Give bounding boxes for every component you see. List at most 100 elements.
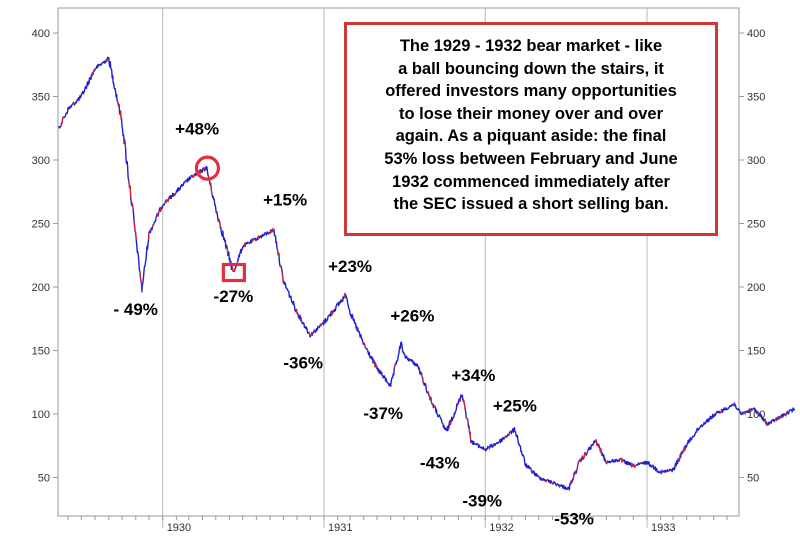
price-line-highlight: [421, 373, 424, 383]
price-line-highlight: [618, 457, 621, 463]
price-line-highlight: [256, 235, 260, 240]
y-tick-label: 400: [32, 28, 50, 40]
percent-change-label: -39%: [462, 492, 502, 511]
percent-change-label: +34%: [451, 366, 495, 385]
price-line-highlight: [571, 475, 575, 483]
price-line-highlight: [667, 469, 670, 473]
x-tick-label: 1931: [328, 522, 352, 534]
y-tick-label: 250: [32, 219, 50, 231]
price-line-highlight: [251, 237, 254, 242]
price-line-highlight: [632, 463, 636, 469]
markers: [194, 155, 246, 283]
price-line-highlight: [124, 139, 127, 149]
price-line-highlight: [639, 462, 642, 465]
price-line-highlight: [504, 435, 507, 439]
price-line-highlight: [271, 226, 275, 232]
price-line-highlight: [458, 398, 461, 402]
price-line-highlight: [117, 101, 120, 108]
price-line-highlight: [751, 407, 754, 410]
note-line: the SEC issued a short selling ban.: [393, 195, 669, 214]
price-line-highlight: [530, 468, 533, 473]
x-tick-label: 1933: [651, 522, 675, 534]
price-line-highlight: [336, 302, 339, 305]
price-line-highlight: [139, 271, 143, 292]
y-tick-label: 150: [32, 346, 50, 358]
price-line-highlight: [456, 401, 459, 408]
price-line-highlight: [375, 365, 378, 369]
price-line-highlight: [630, 462, 633, 467]
price-line-highlight: [269, 229, 273, 235]
percent-change-label: -36%: [283, 353, 323, 372]
price-line-highlight: [203, 167, 206, 173]
price-line-highlight: [60, 116, 64, 127]
y-tick-label: 250: [747, 219, 765, 231]
price-line-highlight: [742, 412, 745, 415]
price-line-highlight: [310, 332, 313, 336]
y-tick-label: 50: [38, 473, 50, 485]
price-line-highlight: [441, 422, 444, 425]
price-line-highlight: [276, 249, 280, 256]
price-line-highlight: [581, 455, 584, 460]
note-line: 53% loss between February and June: [384, 149, 678, 168]
price-line-highlight: [164, 199, 168, 203]
price-line-highlight: [488, 446, 491, 451]
note-line: again. As a piquant aside: the final: [395, 127, 667, 146]
annotations: +48% - 49% -27% +15% +23% -36% +26% -37% +34% +25…: [114, 120, 594, 529]
price-line-highlight: [131, 203, 134, 211]
price-line-highlight: [91, 69, 95, 77]
trough-square-marker: [221, 262, 246, 283]
price-line-highlight: [393, 362, 397, 369]
price-line-highlight: [433, 404, 436, 408]
price-line-highlight: [233, 268, 236, 272]
price-line-highlight: [427, 391, 431, 399]
y-tick-label: 300: [747, 155, 765, 167]
x-tick-label: 1930: [167, 522, 191, 534]
price-line-highlight: [678, 454, 681, 463]
price-line-highlight: [319, 322, 323, 327]
price-line-highlight: [509, 430, 511, 434]
price-line-highlight: [217, 217, 221, 228]
price-line-highlight: [786, 411, 789, 415]
note-line: to lose their money over and over: [398, 104, 664, 123]
y-tick-label: 50: [747, 473, 759, 485]
price-line-highlight: [583, 451, 586, 458]
price-line-highlight: [343, 293, 347, 298]
price-line-highlight: [279, 264, 282, 268]
price-line-highlight: [105, 58, 108, 62]
price-line-highlight: [468, 426, 472, 441]
x-axis: 1930 1931 1932 1933: [67, 516, 728, 534]
price-line-highlight: [448, 418, 452, 425]
price-line-highlight: [462, 399, 466, 410]
price-line-highlight: [595, 439, 598, 445]
y-tick-label: 150: [747, 346, 765, 358]
price-line-highlight: [719, 409, 723, 414]
price-line-highlight: [766, 421, 769, 426]
price-line-highlight: [119, 110, 122, 121]
price-line-highlight: [776, 416, 779, 421]
y-tick-label: 400: [747, 28, 765, 40]
price-line-highlight: [308, 331, 311, 337]
price-line-highlight: [363, 342, 367, 349]
price-line-highlight: [756, 410, 759, 415]
percent-change-label: +25%: [493, 396, 537, 415]
price-line-highlight: [128, 180, 132, 198]
price-line-highlight: [749, 408, 752, 413]
percent-change-label: +15%: [263, 191, 307, 210]
price-line-highlight: [317, 326, 320, 329]
percent-change-label: -27%: [214, 287, 254, 306]
price-line-highlight: [133, 221, 137, 240]
price-line-highlight: [159, 207, 162, 212]
price-line-highlight: [173, 192, 177, 197]
price-line-highlight: [680, 450, 683, 454]
note-line: The 1929 - 1932 bear market - like: [399, 37, 663, 55]
price-line-highlight: [778, 415, 782, 420]
note-line: offered investors many opportunities: [385, 82, 677, 101]
price-line-highlight: [373, 360, 376, 367]
percent-change-label: -43%: [420, 454, 460, 473]
peak-circle-marker: [194, 155, 221, 181]
y-axis-left: 50 100 150 200 250 300 350 400: [32, 28, 58, 485]
price-line-highlight: [576, 462, 579, 471]
x-tick-label: 1932: [489, 522, 513, 534]
price-series: [57, 56, 796, 491]
price-line-highlight: [773, 418, 777, 423]
